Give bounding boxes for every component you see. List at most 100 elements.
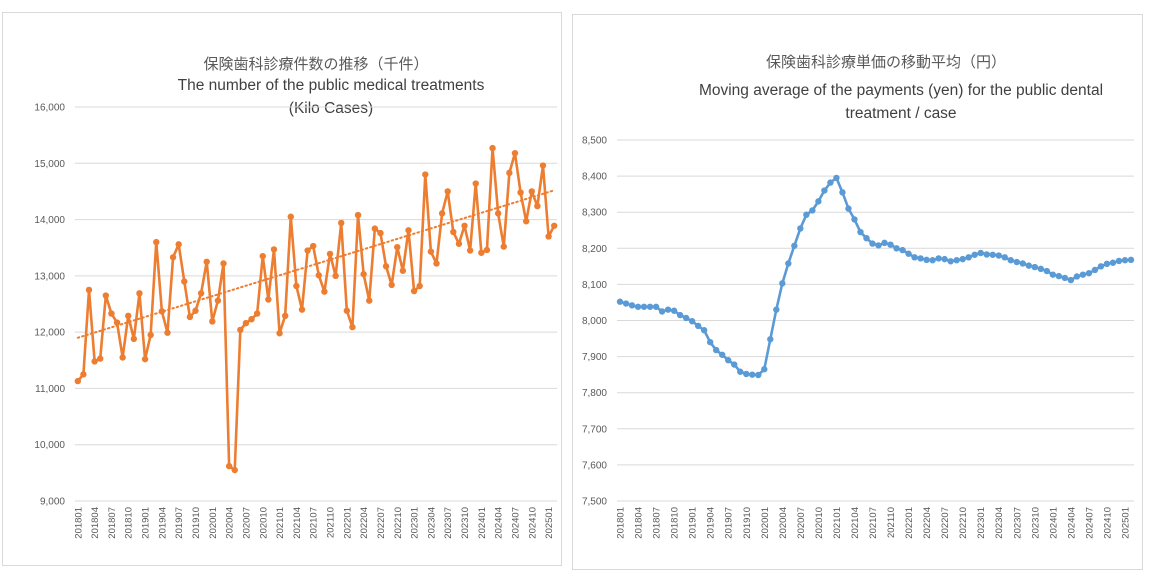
data-point	[410, 287, 418, 295]
y-tick-label: 12,000	[34, 328, 65, 339]
y-tick-label: 10,000	[34, 440, 65, 451]
x-tick-label: 202210	[393, 507, 404, 539]
y-tick-label: 7,800	[582, 388, 607, 399]
x-tick-label: 202501	[544, 507, 555, 539]
data-point	[743, 370, 750, 378]
data-point	[242, 319, 250, 327]
data-point	[130, 335, 138, 343]
data-point	[1097, 263, 1105, 270]
x-tick-label: 202207	[376, 507, 387, 539]
data-point	[971, 251, 978, 258]
data-point	[923, 256, 930, 264]
x-tick-label: 201807	[652, 507, 663, 539]
data-point	[248, 315, 255, 323]
data-point	[444, 188, 451, 195]
data-point	[388, 281, 395, 289]
x-tick-label: 201910	[742, 507, 753, 539]
x-tick-label: 202310	[460, 507, 471, 539]
x-tick-label: 201904	[706, 507, 717, 539]
x-tick-label: 202107	[309, 507, 320, 539]
data-point	[869, 240, 876, 247]
data-point	[1103, 260, 1111, 268]
data-point	[522, 218, 530, 225]
data-point	[815, 198, 822, 205]
x-tick-label: 202407	[1084, 507, 1095, 539]
data-point	[706, 338, 714, 346]
data-point	[265, 296, 272, 303]
data-point	[694, 322, 702, 330]
chart-panel-unit-price: 保険歯科診療単価の移動平均（円） Moving average of the p…	[572, 14, 1143, 570]
x-tick-label: 202007	[241, 507, 252, 539]
x-tick-label: 202301	[976, 507, 987, 539]
data-point	[343, 307, 351, 314]
x-tick-label: 202401	[477, 507, 488, 539]
data-point	[259, 252, 266, 260]
data-point	[382, 263, 390, 270]
data-point	[141, 355, 149, 363]
x-tick-label: 201901	[141, 507, 152, 539]
x-tick-label: 202404	[494, 507, 505, 539]
data-point	[405, 227, 412, 234]
data-point	[1079, 271, 1087, 278]
data-point	[1073, 273, 1081, 280]
y-tick-label: 9,000	[40, 497, 65, 508]
data-point	[197, 290, 205, 297]
x-tick-label: 201804	[90, 507, 101, 539]
data-point	[965, 254, 972, 261]
x-tick-label: 202210	[958, 507, 969, 539]
data-point	[737, 368, 744, 375]
x-tick-label: 202104	[850, 507, 861, 539]
data-point	[517, 189, 524, 196]
x-tick-label: 201907	[174, 507, 185, 539]
data-point	[175, 241, 182, 248]
x-tick-label: 202407	[510, 507, 521, 539]
data-point	[91, 358, 98, 365]
data-point	[461, 222, 468, 229]
data-point	[326, 250, 334, 258]
data-point	[270, 246, 278, 253]
data-point	[74, 377, 82, 385]
data-point	[298, 306, 306, 313]
data-point	[1019, 260, 1026, 267]
data-point	[231, 466, 238, 474]
x-tick-label: 202004	[778, 507, 789, 539]
x-tick-label: 202304	[994, 507, 1005, 539]
data-point	[640, 303, 648, 310]
data-point	[80, 371, 87, 378]
data-point	[433, 260, 440, 267]
data-point	[1037, 265, 1045, 273]
data-point	[797, 225, 804, 232]
data-point	[203, 258, 210, 265]
data-point	[688, 318, 696, 325]
chart-title-jp: 保険歯科診療単価の移動平均（円）	[766, 53, 1006, 71]
y-tick-label: 7,900	[582, 352, 607, 363]
data-point	[377, 229, 384, 237]
data-point	[455, 240, 463, 247]
data-point	[1049, 271, 1057, 278]
x-tick-label: 201904	[157, 507, 168, 539]
y-tick-label: 8,400	[582, 172, 607, 183]
data-point	[989, 251, 996, 258]
data-point	[905, 250, 912, 257]
data-point	[1127, 256, 1135, 264]
chart-subtitle-line-2: (Kilo Cases)	[289, 100, 373, 117]
data-point	[304, 247, 311, 254]
data-point	[929, 257, 936, 264]
x-tick-label: 202401	[1048, 507, 1059, 539]
x-tick-label: 202304	[426, 507, 437, 539]
data-point	[646, 303, 654, 310]
data-point	[125, 312, 132, 320]
data-point	[1121, 257, 1129, 264]
data-point	[755, 371, 762, 379]
data-point	[1025, 262, 1032, 269]
chart-subtitle-line-2: treatment / case	[845, 105, 956, 122]
data-point	[281, 312, 289, 320]
data-point	[545, 233, 552, 240]
data-point	[1013, 258, 1020, 266]
x-tick-label: 202010	[258, 507, 269, 539]
data-point	[332, 272, 339, 280]
y-tick-label: 7,600	[582, 460, 607, 471]
x-tick-label: 201801	[73, 507, 84, 539]
data-point	[1031, 263, 1039, 271]
data-point	[276, 330, 283, 337]
